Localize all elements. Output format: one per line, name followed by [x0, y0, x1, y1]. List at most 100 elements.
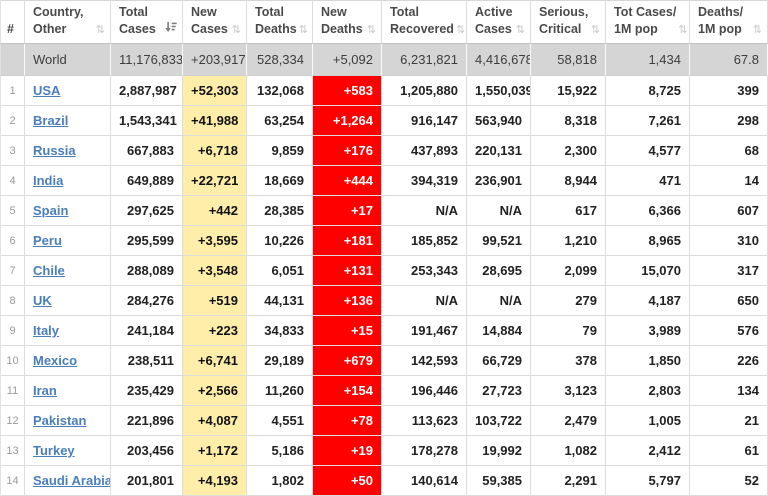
rank-cell: 8 — [0, 286, 25, 316]
total_deaths-cell: 132,068 — [247, 76, 313, 106]
world-total_recovered-cell: 6,231,821 — [382, 44, 467, 76]
total_recovered-cell: 142,593 — [382, 346, 467, 376]
column-header-label: Serious, Critical — [539, 5, 589, 36]
sort-both-icon: ⇅ — [515, 24, 525, 36]
total_cases-cell: 235,429 — [111, 376, 183, 406]
total_cases-cell: 297,625 — [111, 196, 183, 226]
serious_critical-cell: 1,082 — [531, 436, 606, 466]
column-header-label: Total Cases — [119, 5, 156, 36]
total_cases-cell: 667,883 — [111, 136, 183, 166]
new_cases-cell: +6,718 — [183, 136, 247, 166]
country-link[interactable]: UK — [33, 293, 52, 308]
table-row: 6 Peru 295,599 +3,595 10,226 +181 185,852 99,52… — [0, 226, 768, 256]
new_deaths-cell: +176 — [313, 136, 382, 166]
column-header-total_deaths[interactable]: Total Deaths ⇅ — [247, 0, 313, 44]
column-header-country[interactable]: Country, Other ⇅ — [25, 0, 111, 44]
serious_critical-cell: 378 — [531, 346, 606, 376]
sort-both-icon: ⇅ — [231, 24, 241, 36]
rank-cell: 6 — [0, 226, 25, 256]
total_recovered-cell: 253,343 — [382, 256, 467, 286]
new_deaths-cell: +679 — [313, 346, 382, 376]
world-new_cases-cell: +203,917 — [183, 44, 247, 76]
country-link[interactable]: Russia — [33, 143, 76, 158]
active_cases-cell: 103,722 — [467, 406, 531, 436]
country-link[interactable]: Turkey — [33, 443, 75, 458]
table-row: 3 Russia 667,883 +6,718 9,859 +176 437,893 220,… — [0, 136, 768, 166]
total_cases-cell: 241,184 — [111, 316, 183, 346]
serious_critical-cell: 2,300 — [531, 136, 606, 166]
total_cases-cell: 203,456 — [111, 436, 183, 466]
rank-cell: 3 — [0, 136, 25, 166]
table-row: 5 Spain 297,625 +442 28,385 +17 N/A N/A 617 6,366… — [0, 196, 768, 226]
country-link[interactable]: USA — [33, 83, 61, 98]
rank-cell: 13 — [0, 436, 25, 466]
active_cases-cell: 563,940 — [467, 106, 531, 136]
total_cases-cell: 649,889 — [111, 166, 183, 196]
active_cases-cell: 99,521 — [467, 226, 531, 256]
column-header-tot_cases_1m[interactable]: Tot Cases/1M pop ⇅ — [606, 0, 690, 44]
new_cases-cell: +41,988 — [183, 106, 247, 136]
total_deaths-cell: 34,833 — [247, 316, 313, 346]
country-link[interactable]: Spain — [33, 203, 69, 218]
new_deaths-cell: +583 — [313, 76, 382, 106]
country-link[interactable]: Brazil — [33, 113, 69, 128]
new_deaths-cell: +19 — [313, 436, 382, 466]
table-header-row: # Country, Other ⇅ Total Cases New Cases ⇅ Total D… — [0, 0, 768, 44]
deaths_1m-cell: 226 — [690, 346, 768, 376]
total_recovered-cell: 178,278 — [382, 436, 467, 466]
country-link[interactable]: Peru — [33, 233, 62, 248]
column-header-total_recovered[interactable]: Total Recovered ⇅ — [382, 0, 467, 44]
country-cell: UK — [25, 286, 111, 316]
column-header-new_deaths[interactable]: New Deaths ⇅ — [313, 0, 382, 44]
total_recovered-cell: 196,446 — [382, 376, 467, 406]
column-header-label: New Deaths — [321, 5, 363, 36]
column-header-serious_critical[interactable]: Serious, Critical ⇅ — [531, 0, 606, 44]
country-link[interactable]: India — [33, 173, 64, 188]
table-row: 1 USA 2,887,987 +52,303 132,068 +583 1,205,880… — [0, 76, 768, 106]
country-link[interactable]: Mexico — [33, 353, 78, 368]
column-header-label: Deaths/1M pop — [698, 5, 744, 36]
total_recovered-cell: 437,893 — [382, 136, 467, 166]
serious_critical-cell: 15,922 — [531, 76, 606, 106]
country-link[interactable]: Iran — [33, 383, 57, 398]
column-header-deaths_1m[interactable]: Deaths/1M pop ⇅ — [690, 0, 768, 44]
serious_critical-cell: 617 — [531, 196, 606, 226]
column-header-active_cases[interactable]: Active Cases ⇅ — [467, 0, 531, 44]
column-header-label: Total Recovered — [390, 5, 454, 36]
table-row: 11 Iran 235,429 +2,566 11,260 +154 196,446 27,7… — [0, 376, 768, 406]
total_deaths-cell: 63,254 — [247, 106, 313, 136]
deaths_1m-cell: 317 — [690, 256, 768, 286]
world-country-cell: World — [25, 44, 111, 76]
deaths_1m-cell: 607 — [690, 196, 768, 226]
new_cases-cell: +223 — [183, 316, 247, 346]
deaths_1m-cell: 310 — [690, 226, 768, 256]
country-cell: Italy — [25, 316, 111, 346]
country-link[interactable]: Italy — [33, 323, 60, 338]
new_cases-cell: +22,721 — [183, 166, 247, 196]
new_cases-cell: +6,741 — [183, 346, 247, 376]
active_cases-cell: 19,992 — [467, 436, 531, 466]
country-cell: Chile — [25, 256, 111, 286]
column-header-label: New Cases — [191, 5, 228, 36]
column-header-total_cases[interactable]: Total Cases — [111, 0, 183, 44]
active_cases-cell: 28,695 — [467, 256, 531, 286]
table-row: 4 India 649,889 +22,721 18,669 +444 394,319 236… — [0, 166, 768, 196]
tot_cases_1m-cell: 6,366 — [606, 196, 690, 226]
table-row: 12 Pakistan 221,896 +4,087 4,551 +78 113,623 10… — [0, 406, 768, 436]
total_recovered-cell: 191,467 — [382, 316, 467, 346]
deaths_1m-cell: 650 — [690, 286, 768, 316]
serious_critical-cell: 8,318 — [531, 106, 606, 136]
country-link[interactable]: Chile — [33, 263, 65, 278]
country-link[interactable]: Pakistan — [33, 413, 87, 428]
country-link[interactable]: Saudi Arabia — [33, 473, 111, 488]
rank-cell: 12 — [0, 406, 25, 436]
rank-cell: 14 — [0, 466, 25, 496]
deaths_1m-cell: 68 — [690, 136, 768, 166]
country-cell: Mexico — [25, 346, 111, 376]
column-header-new_cases[interactable]: New Cases ⇅ — [183, 0, 247, 44]
rank-cell: 5 — [0, 196, 25, 226]
total_recovered-cell: 185,852 — [382, 226, 467, 256]
column-header-label: # — [7, 21, 14, 36]
new_deaths-cell: +154 — [313, 376, 382, 406]
table-row: 10 Mexico 238,511 +6,741 29,189 +679 142,593 66… — [0, 346, 768, 376]
